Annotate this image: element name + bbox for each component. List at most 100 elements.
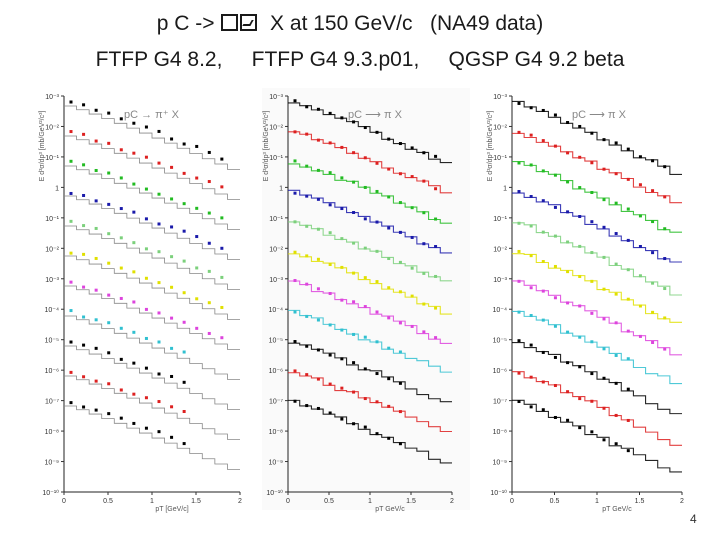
model-histogram-series-10 [64,375,240,440]
data-point [529,405,533,409]
data-point [94,346,98,350]
data-point [293,159,297,163]
data-point [144,217,148,221]
data-point [144,276,148,280]
y-tick-label: 10⁻⁵ [493,338,507,345]
data-point [352,422,356,426]
y-tick-label: 10⁻¹⁰ [42,489,59,497]
y-tick-label: 1 [503,185,507,192]
x-axis-label: pT [GeV/c] [155,506,188,513]
data-point [170,316,174,320]
data-point [94,199,98,203]
panel-background [262,88,470,510]
data-point [328,263,332,267]
data-point [626,329,630,333]
model-histogram-series-1 [64,105,240,170]
data-point [638,334,642,338]
data-point [316,227,320,231]
data-point [651,281,655,285]
y-axis-label: E d³σ/dp³ [mb/GeV²/c³] [487,111,494,182]
data-point [410,294,414,298]
data-point [541,108,545,112]
data-point [316,197,320,201]
data-point [363,367,367,371]
data-point [119,176,123,180]
data-point [119,388,123,392]
data-point [144,336,148,340]
data-point [387,316,391,320]
data-point [578,155,582,159]
data-point [422,242,426,246]
data-point [626,268,630,272]
data-point [119,416,123,420]
data-point [195,297,199,301]
x-tick-label: 1 [368,498,372,505]
data-point [566,330,570,334]
x-tick-label: 2 [450,498,454,505]
data-point [107,171,111,175]
data-point [170,405,174,409]
y-tick-label: 10⁻³ [45,94,59,101]
data-point [614,442,618,446]
data-point [363,126,367,130]
data-point [375,249,379,253]
data-point [94,256,98,260]
data-point [182,320,186,324]
y-tick-label: 10⁻¹ [493,155,507,162]
data-point [305,224,309,228]
data-point [566,361,570,365]
data-point [82,163,86,167]
data-point [340,386,344,390]
x-tick-label: 1 [150,498,154,505]
data-point [614,353,618,357]
data-point [553,324,557,328]
data-point [602,138,606,142]
data-point [132,330,136,334]
data-point [663,347,667,351]
data-point [107,232,111,236]
data-point [663,316,667,320]
y-tick-label: 10⁻² [269,246,283,253]
data-point [590,372,594,376]
data-point [352,361,356,365]
data-point [82,285,86,289]
data-point [387,167,391,171]
y-tick-label: 10⁻⁷ [269,399,283,406]
data-point [340,176,344,180]
data-point [614,172,618,176]
data-point [195,326,199,330]
data-point [157,430,161,434]
data-point [82,405,86,409]
y-axis-label: E d³σ/dp³ [mb/GeV²/c³] [263,111,270,182]
data-point [340,207,344,211]
data-point [220,275,224,279]
data-point [566,121,570,125]
data-point [144,187,148,191]
data-point [119,357,123,361]
data-point [316,406,320,410]
data-point [529,195,533,199]
data-point [375,340,379,344]
data-point [182,142,186,146]
y-tick-label: 10⁻¹ [45,216,59,223]
data-point [398,350,402,354]
data-point [132,270,136,274]
y-tick-label: 10⁻⁴ [493,307,508,314]
data-point [352,211,356,215]
data-point [182,442,186,446]
data-point [602,376,606,380]
data-point [352,300,356,304]
y-tick-label: 10⁻⁹ [269,460,283,467]
data-point [410,206,414,210]
data-point [553,234,557,238]
data-point [529,224,533,228]
data-point [107,202,111,206]
data-point [434,336,438,340]
data-point [529,286,533,290]
data-point [387,195,391,199]
data-point [293,220,297,224]
data-point [410,235,414,239]
data-point [517,279,521,283]
slide-title-line2: FTFP G4 8.2, FTFP G4 9.3.p01, QGSP G4 9.… [95,48,625,71]
data-point [517,310,521,314]
